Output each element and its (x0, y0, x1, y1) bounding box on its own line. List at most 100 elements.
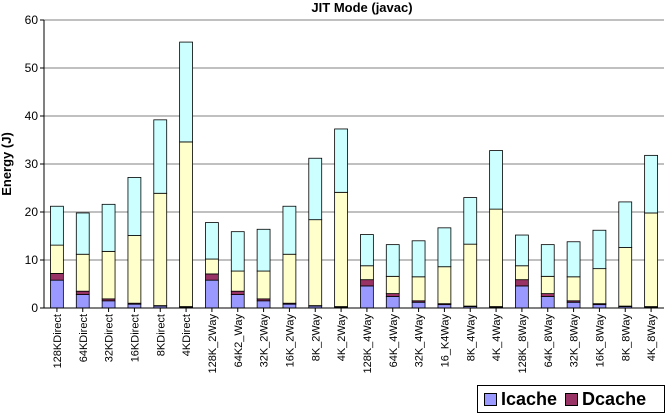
legend: Icache Dcache (477, 385, 665, 413)
bar-segment-icache (282, 303, 297, 309)
bar-segment-series-3 (334, 128, 348, 193)
x-tick-label: 4K_2Way (336, 314, 348, 362)
bar-segment-series-2 (463, 243, 478, 307)
x-tick-label: 4K_8Way (646, 314, 658, 362)
y-tick-label: 50 (25, 61, 39, 75)
bar-segment-series-2 (566, 276, 581, 302)
bar-segment-series-2 (644, 212, 658, 307)
bar-segment-dcache (205, 273, 219, 281)
plot-area: 0 10 20 30 40 50 60 128KDirect 64KDirect 32KDirec… (25, 13, 664, 374)
bar-segment-dcache (515, 279, 529, 287)
bar-segment-series-3 (179, 41, 193, 143)
x-tick-label: 8K_8Way (620, 314, 632, 362)
bar-segment-series-3 (308, 157, 323, 221)
bar-segment-series-3 (205, 222, 219, 260)
bar-segment-icache (360, 285, 374, 309)
bar-segment-icache (592, 304, 607, 309)
x-tick-label: 16K_8Way (594, 314, 606, 368)
bar-segment-icache (127, 303, 142, 309)
bar-segment-series-2 (205, 258, 219, 275)
bar-segment-dcache (50, 273, 64, 281)
y-tick-label: 0 (31, 301, 38, 315)
bar-segment-icache (540, 296, 555, 309)
x-tick-label: 16K_2Way (284, 314, 296, 368)
bar-segment-icache (437, 304, 452, 309)
bar-segment-series-3 (463, 197, 478, 245)
bar-segment-series-2 (489, 208, 503, 307)
bar-segment-series-2 (385, 275, 400, 295)
bar-segment-icache (101, 300, 116, 309)
bar-segment-series-3 (592, 229, 607, 270)
bar-segment-series-2 (101, 250, 116, 300)
bar-segment-icache (256, 300, 271, 309)
y-tick-label: 60 (25, 13, 39, 27)
bar-segment-icache (385, 296, 400, 309)
bar-segment-series-2 (230, 270, 245, 292)
bar-segment-icache (50, 279, 64, 309)
y-tick-label: 40 (25, 109, 39, 123)
bar-segment-series-3 (50, 205, 64, 246)
x-tick-label: 128K_8Way (517, 314, 529, 374)
bar-segment-series-2 (437, 266, 452, 305)
bar-segment-series-2 (282, 253, 297, 304)
x-tick-label: 64K2_Way (233, 314, 245, 368)
bar-segment-series-2 (334, 191, 348, 307)
bar-segment-series-2 (256, 270, 271, 300)
y-tick-label: 10 (25, 253, 39, 267)
x-tick-label: 64K_4Way (388, 314, 400, 368)
x-tick-label: 32K_4Way (414, 314, 426, 368)
legend-item-dcache: Dcache (565, 389, 646, 410)
bar-segment-series-2 (50, 244, 64, 274)
bar-segment-series-2 (308, 219, 323, 306)
bar-segment-series-3 (127, 177, 142, 236)
y-axis-label: Energy (J) (0, 132, 14, 196)
bar-segment-icache (230, 294, 245, 309)
legend-label-dcache: Dcache (582, 388, 647, 409)
bar-segment-series-3 (411, 240, 426, 278)
bar-segment-series-3 (360, 234, 374, 267)
x-tick-label: 16KDirect (129, 314, 141, 362)
bar-segment-series-3 (540, 244, 555, 277)
bar-segment-series-3 (618, 201, 633, 248)
bar-segment-series-2 (127, 235, 142, 304)
bar-segment-series-2 (360, 265, 374, 281)
bar-segment-series-2 (618, 247, 633, 307)
bar-segment-series-3 (282, 205, 297, 255)
bar-segment-series-3 (75, 212, 90, 255)
legend-item-icache: Icache (484, 389, 557, 410)
bar-segment-icache (75, 294, 90, 309)
x-tick-label: 4K_4Way (491, 314, 503, 362)
legend-label-icache: Icache (501, 388, 558, 409)
y-tick-label: 30 (25, 157, 39, 171)
bar-segment-icache (411, 301, 426, 309)
x-tick-label: 32K_2Way (259, 314, 271, 368)
bar-segment-series-3 (230, 231, 245, 272)
x-tick-label: 128K_2Way (207, 314, 219, 374)
x-tick-label: 32KDirect (104, 314, 116, 362)
x-tick-label: 64KDirect (78, 314, 90, 362)
bar-segment-dcache (230, 290, 245, 295)
bar-segment-dcache (540, 293, 555, 297)
bar-segment-series-2 (75, 253, 90, 292)
x-tick-label: 32K_8Way (569, 314, 581, 368)
bar-segment-series-2 (515, 265, 529, 281)
bar-segment-series-3 (153, 119, 168, 194)
bar-segment-series-2 (153, 192, 168, 306)
bar-segment-series-3 (437, 227, 452, 268)
bar-segment-series-3 (644, 154, 658, 214)
bar-segment-series-2 (179, 141, 193, 307)
bar-segment-series-3 (566, 241, 581, 278)
bar-segment-dcache (385, 293, 400, 297)
bar-segment-series-3 (489, 150, 503, 210)
x-tick-label: 64K_8Way (543, 314, 555, 368)
x-tick-label: 8K_2Way (310, 314, 322, 362)
bar-segment-series-2 (540, 275, 555, 295)
chart-title: JIT Mode (javac) (311, 0, 412, 15)
bar-segment-series-3 (385, 244, 400, 277)
bar-segment-series-3 (256, 228, 271, 272)
x-tick-label: 8KDirect (155, 314, 167, 356)
bar-segment-dcache (360, 279, 374, 287)
x-tick-label: 4KDirect (181, 314, 193, 356)
legend-swatch-icache (484, 392, 497, 406)
